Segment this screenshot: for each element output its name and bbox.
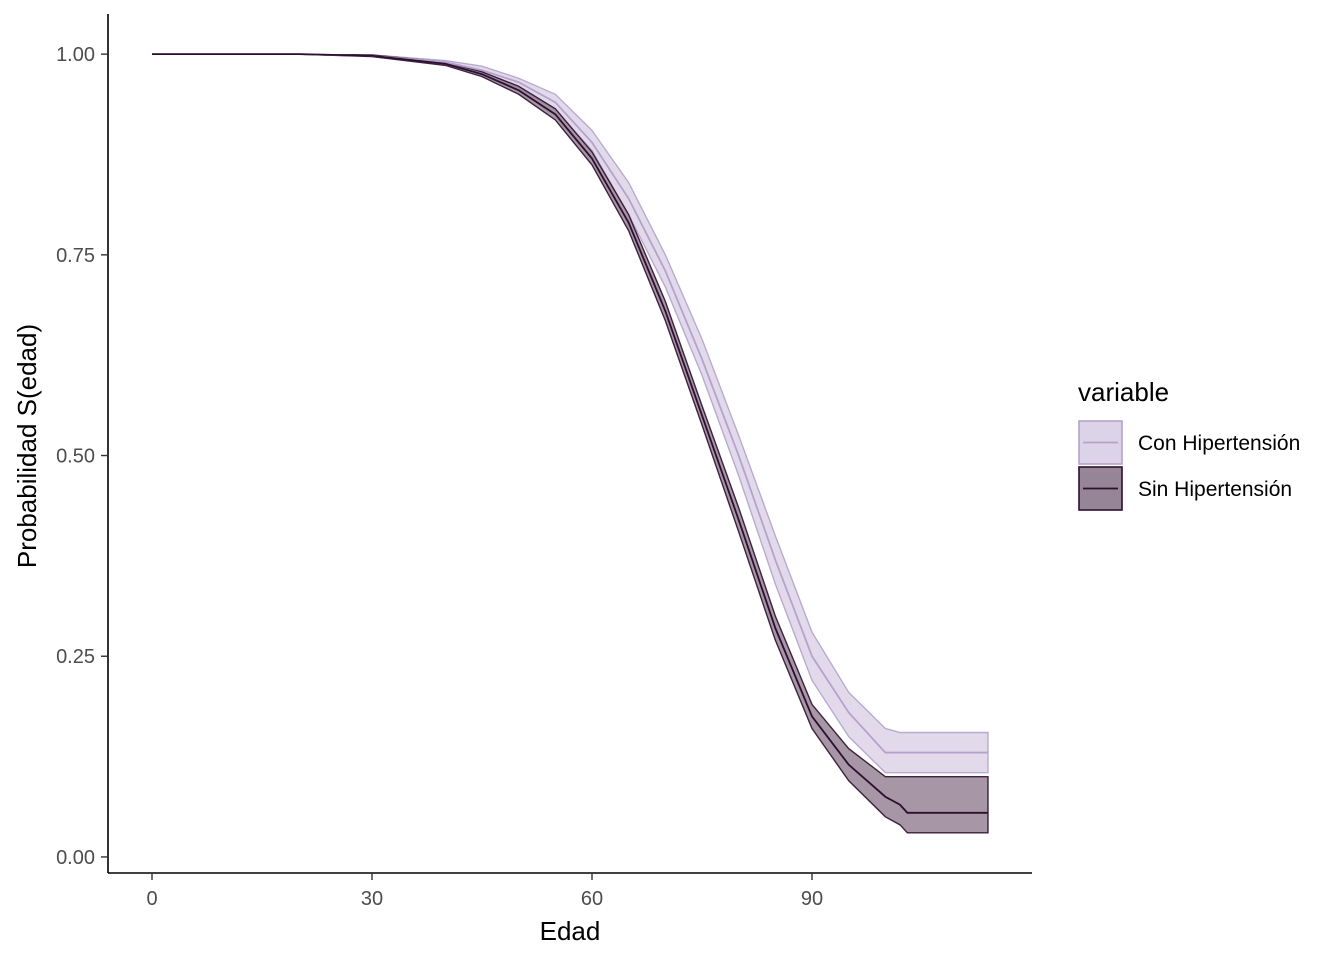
- x-tick-label: 0: [146, 888, 157, 910]
- y-tick-label: 0.75: [56, 245, 95, 267]
- line-con-hipertension: [152, 53, 988, 754]
- survival-lines: [152, 53, 988, 814]
- x-tick-label: 60: [581, 888, 603, 910]
- x-axis-ticks: 0 30 60 90: [146, 873, 823, 910]
- legend: variable Con Hipertensión Sin Hipertensió…: [1078, 377, 1300, 511]
- confidence-bands: [152, 53, 989, 834]
- y-tick-label: 1.00: [56, 44, 95, 66]
- x-tick-label: 30: [361, 888, 383, 910]
- legend-item-sin-hipertension: Sin Hipertensión: [1078, 466, 1292, 511]
- legend-label-con-hipertension: Con Hipertensión: [1138, 432, 1300, 455]
- y-tick-label: 0.25: [56, 646, 95, 668]
- band-con-hipertension: [152, 53, 989, 774]
- y-axis-ticks: 0.00 0.25 0.50 0.75 1.00: [56, 44, 108, 869]
- y-tick-label: 0.00: [56, 847, 95, 869]
- x-axis-title: Edad: [540, 916, 601, 946]
- y-axis-title: Probabilidad S(edad): [12, 324, 42, 568]
- x-tick-label: 90: [801, 888, 823, 910]
- legend-title: variable: [1078, 377, 1169, 407]
- legend-label-sin-hipertension: Sin Hipertensión: [1138, 478, 1292, 501]
- y-tick-label: 0.50: [56, 446, 95, 468]
- line-sin-hipertension: [152, 53, 988, 814]
- legend-item-con-hipertension: Con Hipertensión: [1078, 420, 1300, 465]
